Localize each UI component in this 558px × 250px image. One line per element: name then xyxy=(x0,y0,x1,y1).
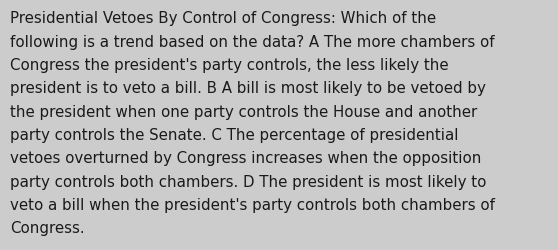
Text: vetoes overturned by Congress increases when the opposition: vetoes overturned by Congress increases … xyxy=(10,151,482,166)
Text: following is a trend based on the data? A The more chambers of: following is a trend based on the data? … xyxy=(10,34,495,50)
Text: Congress the president's party controls, the less likely the: Congress the president's party controls,… xyxy=(10,58,449,73)
Text: veto a bill when the president's party controls both chambers of: veto a bill when the president's party c… xyxy=(10,197,495,212)
Text: party controls both chambers. D The president is most likely to: party controls both chambers. D The pres… xyxy=(10,174,487,189)
Text: party controls the Senate. C The percentage of presidential: party controls the Senate. C The percent… xyxy=(10,128,459,142)
Text: Presidential Vetoes By Control of Congress: Which of the: Presidential Vetoes By Control of Congre… xyxy=(10,11,436,26)
Text: president is to veto a bill. B A bill is most likely to be vetoed by: president is to veto a bill. B A bill is… xyxy=(10,81,486,96)
Text: the president when one party controls the House and another: the president when one party controls th… xyxy=(10,104,477,119)
Text: Congress.: Congress. xyxy=(10,220,85,236)
